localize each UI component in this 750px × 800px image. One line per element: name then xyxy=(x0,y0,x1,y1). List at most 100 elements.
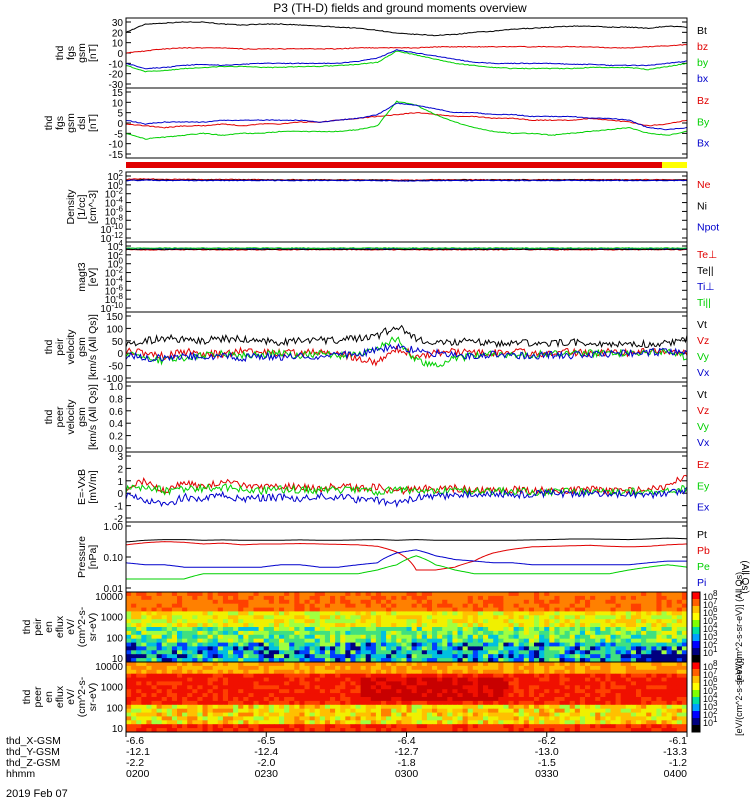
spectrogram-cell xyxy=(625,669,632,675)
spectrogram-cell xyxy=(569,662,576,667)
spectrogram-cell xyxy=(233,654,239,659)
spectrogram-cell xyxy=(569,623,576,628)
spectrogram-cell xyxy=(483,689,489,694)
spectrogram-cell xyxy=(279,646,285,651)
spectrogram-cell xyxy=(513,693,520,698)
spectrogram-cell xyxy=(131,704,137,710)
spectrogram-cell xyxy=(279,689,285,694)
spectrogram-cell xyxy=(503,599,509,605)
spectrogram-cell xyxy=(534,595,540,601)
spectrogram-cell xyxy=(467,665,474,671)
spectrogram-cell xyxy=(681,619,688,624)
spectrogram-cell xyxy=(406,700,413,706)
spectrogram-cell xyxy=(661,599,668,605)
spectrogram-cell xyxy=(171,595,178,601)
spectrogram-cell xyxy=(309,677,316,682)
spectrogram-cell xyxy=(569,595,576,601)
spectrogram-cell xyxy=(151,630,158,636)
colorbar-swatch xyxy=(692,613,700,621)
spectrogram-cell xyxy=(243,599,249,605)
spectrogram-cell xyxy=(488,728,494,733)
spectrogram-cell xyxy=(192,634,198,640)
spectrogram-cell xyxy=(579,724,586,729)
spectrogram-cell xyxy=(503,697,509,702)
spectrogram-cell xyxy=(411,611,418,616)
spectrogram-cell xyxy=(528,642,535,647)
spectrogram-cell xyxy=(248,642,254,647)
spectrogram-cell xyxy=(641,603,647,609)
spectrogram-cell xyxy=(636,720,642,725)
spectrogram-cell xyxy=(335,716,341,721)
spectrogram-cell xyxy=(391,677,397,682)
spectrogram-cell xyxy=(243,669,249,675)
spectrogram-cell xyxy=(447,693,453,698)
spectrogram-cell xyxy=(263,712,270,717)
spectrogram-cell xyxy=(574,611,581,616)
spectrogram-cell xyxy=(319,716,326,721)
spectrogram-cell xyxy=(432,642,438,647)
spectrogram-cell xyxy=(263,685,270,690)
spectrogram-cell xyxy=(309,630,316,636)
spectrogram-cell xyxy=(197,700,203,706)
spectrogram-cell xyxy=(579,627,586,632)
spectrogram-cell xyxy=(534,673,540,679)
spectrogram-cell xyxy=(279,697,285,702)
spectrogram-cell xyxy=(355,623,362,628)
spectrogram-cell xyxy=(666,685,673,690)
spectrogram-cell xyxy=(238,658,244,663)
spectrogram-cell xyxy=(217,630,224,636)
spectrogram-cell xyxy=(442,630,448,636)
spectrogram-cell xyxy=(202,638,209,644)
spectrogram-cell xyxy=(421,673,428,679)
spectrogram-cell xyxy=(605,638,611,644)
spectrogram-cell xyxy=(279,654,285,659)
spectrogram-cell xyxy=(467,673,474,679)
spectrogram-cell xyxy=(518,685,525,690)
spectrogram-cell xyxy=(228,728,234,733)
spectrogram-cell xyxy=(544,654,550,659)
spectrogram-cell xyxy=(421,658,428,663)
spectrogram-cell xyxy=(559,662,566,667)
spectrogram-cell xyxy=(126,708,132,714)
spectrogram-cell xyxy=(437,677,443,682)
spectrogram-cell xyxy=(192,619,198,624)
spectrogram-cell xyxy=(569,673,576,679)
spectrogram-cell xyxy=(574,700,581,706)
spectrogram-cell xyxy=(462,607,469,612)
spectrogram-cell xyxy=(437,716,443,721)
spectrogram-cell xyxy=(324,595,331,601)
xaxis-row-label: thd_Z-GSM xyxy=(6,757,60,769)
spectrogram-cell xyxy=(340,697,346,702)
spectrogram-cell xyxy=(488,611,494,616)
spectrogram-cell xyxy=(416,697,423,702)
spectrogram-cell xyxy=(416,615,423,620)
spectrogram-cell xyxy=(284,700,290,706)
spectrogram-cell xyxy=(564,669,571,675)
spectrogram-cell xyxy=(126,728,132,733)
spectrogram-cell xyxy=(386,627,392,632)
spectrogram-cell xyxy=(661,685,668,690)
spectrogram-cell xyxy=(187,646,193,651)
spectrogram-cell xyxy=(483,592,489,597)
colorbar-swatch xyxy=(692,641,700,649)
spectrogram-cell xyxy=(651,619,657,624)
spectrogram-cell xyxy=(528,603,535,609)
spectrogram-cell xyxy=(136,638,142,644)
spectrogram-cell xyxy=(406,638,413,644)
spectrogram-cell xyxy=(498,704,504,710)
spectrogram-cell xyxy=(279,677,285,682)
spectrogram-cell xyxy=(177,704,183,710)
spectrogram-cell xyxy=(416,704,423,710)
spectrogram-cell xyxy=(477,658,484,663)
spectrogram-cell xyxy=(508,599,515,605)
spectrogram-cell xyxy=(528,677,535,682)
spectrogram-cell xyxy=(370,654,377,659)
spectrogram-cell xyxy=(401,704,407,710)
spectrogram-cell xyxy=(605,642,611,647)
spectrogram-cell xyxy=(467,724,474,729)
y-tick-label: 30 xyxy=(112,18,124,29)
spectrogram-cell xyxy=(432,704,438,710)
spectrogram-cell xyxy=(131,681,137,686)
spectrogram-cell xyxy=(666,595,673,601)
spectrogram-cell xyxy=(386,662,392,667)
